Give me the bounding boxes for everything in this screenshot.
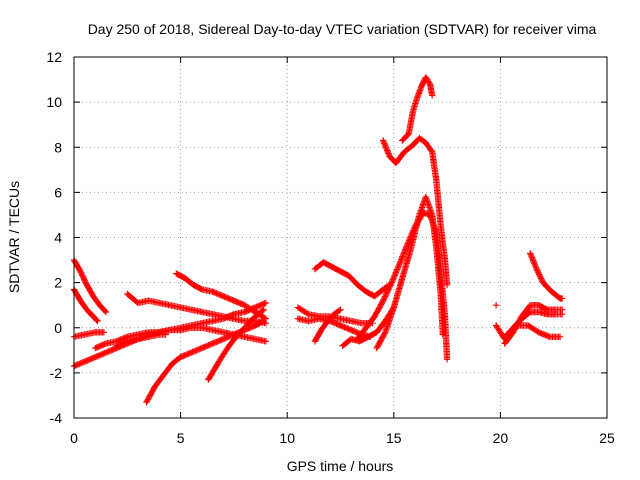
- x-tick-label: 10: [279, 430, 295, 446]
- data-point-markers: [70, 329, 107, 340]
- series-arc-1: [70, 256, 110, 316]
- x-tick-label: 25: [599, 430, 615, 446]
- data-point-markers: [503, 322, 564, 340]
- y-tick-label: 0: [54, 320, 62, 336]
- data-point-markers: [379, 135, 451, 289]
- series-arc-5: [92, 324, 270, 352]
- series-arc-10: [113, 331, 169, 349]
- series-arc-19: [399, 74, 436, 144]
- x-tick-label: 0: [70, 430, 78, 446]
- grid-lines: [74, 57, 607, 418]
- x-axis-label: GPS time / hours: [287, 458, 394, 474]
- series-arc-13: [311, 306, 344, 345]
- series-arc-14: [311, 259, 393, 300]
- plot-frame: [73, 56, 608, 419]
- data-point-markers: [92, 324, 270, 352]
- data-point-markers: [527, 250, 566, 302]
- series-arc-17: [373, 193, 446, 352]
- y-tick-label: 8: [54, 139, 62, 155]
- x-tick-labels: 0 5 10 15 20 25: [70, 430, 615, 446]
- chart-title: Day 250 of 2018, Sidereal Day-to-day VTE…: [88, 21, 597, 37]
- y-tick-label: -2: [50, 365, 63, 381]
- series-arc-3: [70, 329, 107, 340]
- data-point-markers: [492, 302, 500, 309]
- data-point-markers: [113, 331, 169, 349]
- series-arc-9: [205, 306, 267, 383]
- series-arc-2: [70, 286, 101, 325]
- series-arc-18: [379, 135, 451, 289]
- y-tick-label: 10: [46, 94, 62, 110]
- data-markers: [70, 74, 566, 406]
- data-point-markers: [399, 74, 436, 144]
- series-arc-24: [503, 322, 564, 340]
- y-tick-label: -4: [50, 410, 63, 426]
- data-point-markers: [311, 259, 393, 300]
- axis-ticks: [73, 56, 608, 419]
- data-point-markers: [70, 256, 110, 316]
- y-tick-label: 4: [54, 230, 62, 246]
- data-point-markers: [311, 306, 344, 345]
- y-axis-label: SDTVAR / TECUs: [6, 181, 22, 293]
- y-tick-labels: -4 -2 0 2 4 6 8 10 12: [46, 49, 62, 426]
- x-tick-label: 15: [386, 430, 402, 446]
- x-tick-label: 5: [177, 430, 185, 446]
- data-point-markers: [205, 306, 267, 383]
- data-point-markers: [70, 286, 101, 325]
- series-arc-20: [492, 302, 500, 309]
- data-point-markers: [373, 193, 446, 352]
- y-tick-label: 2: [54, 275, 62, 291]
- y-tick-label: 6: [54, 184, 62, 200]
- x-tick-label: 20: [493, 430, 509, 446]
- y-tick-label: 12: [46, 49, 62, 65]
- series-arc-23: [527, 250, 566, 302]
